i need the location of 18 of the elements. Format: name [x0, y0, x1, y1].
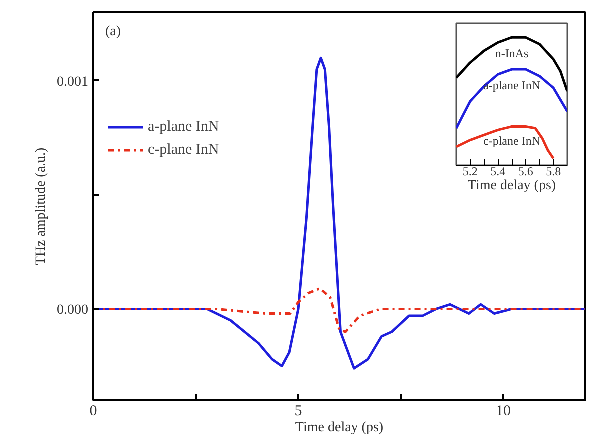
- x-tick-label: 5.2: [462, 164, 478, 178]
- x-tick-label: 5.4: [490, 164, 506, 178]
- x-tick-label: 10: [496, 404, 511, 420]
- x-axis-title: Time delay (ps): [295, 420, 384, 436]
- series-label: c-plane InN: [484, 134, 541, 148]
- y-tick-label: 0.000: [57, 303, 88, 318]
- x-axis-title: Time delay (ps): [468, 178, 556, 194]
- y-tick-label: 0.001: [57, 74, 88, 90]
- x-tick-label: 5.6: [518, 164, 534, 178]
- x-tick-label: 0: [90, 404, 98, 420]
- line-series: [94, 287, 586, 334]
- series-label: n-InAs: [495, 46, 529, 61]
- x-tick-label: 5: [294, 404, 302, 420]
- legend-label: a-plane InN: [148, 118, 220, 136]
- annotation: (a): [106, 24, 122, 40]
- y-axis-title: THz amplitude (a.u.): [34, 147, 49, 266]
- legend-label: c-plane InN: [148, 142, 220, 158]
- x-tick-label: 5.8: [546, 164, 562, 178]
